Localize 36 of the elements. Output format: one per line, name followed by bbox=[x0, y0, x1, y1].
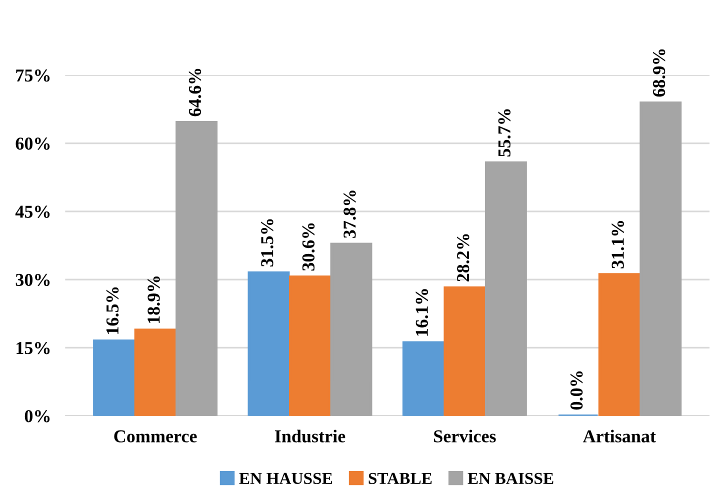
x-tick-label: Artisanat bbox=[582, 430, 656, 442]
legend-label: STABLE bbox=[368, 472, 432, 484]
x-tick-label: Commerce bbox=[114, 430, 197, 442]
y-tick-label: 60% bbox=[16, 138, 50, 150]
legend-label: EN BAISSE bbox=[468, 472, 554, 484]
y-tick-label: 30% bbox=[16, 274, 50, 286]
legend-label: EN HAUSSE bbox=[239, 472, 332, 484]
bar bbox=[330, 242, 372, 416]
data-label: 31.1% bbox=[612, 221, 624, 268]
data-label: 18.9% bbox=[148, 276, 160, 323]
y-tick-label: 15% bbox=[16, 342, 50, 354]
bar bbox=[484, 161, 527, 416]
x-tick-label: Services bbox=[434, 430, 496, 442]
data-label: 16.5% bbox=[106, 287, 119, 334]
bar bbox=[640, 101, 682, 416]
bar bbox=[402, 341, 444, 416]
bar bbox=[598, 273, 640, 416]
bar bbox=[248, 271, 290, 416]
data-label: 55.7% bbox=[498, 109, 511, 157]
data-label: 64.6% bbox=[188, 68, 202, 116]
y-tick-label: 0% bbox=[24, 410, 50, 422]
bar bbox=[93, 339, 136, 416]
y-tick-label: 75% bbox=[16, 69, 50, 82]
data-label: 16.1% bbox=[416, 289, 428, 336]
x-tick-label: Industrie bbox=[274, 430, 346, 442]
bar bbox=[176, 121, 218, 416]
data-label: 31.5% bbox=[261, 219, 274, 267]
data-label: 30.6% bbox=[302, 223, 315, 271]
bar bbox=[289, 275, 331, 416]
data-label: 0.0% bbox=[570, 371, 583, 410]
data-label: 28.2% bbox=[457, 234, 470, 282]
bar bbox=[444, 286, 486, 416]
bar bbox=[134, 328, 176, 416]
data-label: 37.8% bbox=[344, 190, 356, 238]
data-label: 68.9% bbox=[652, 49, 666, 97]
y-tick-label: 45% bbox=[15, 206, 50, 218]
